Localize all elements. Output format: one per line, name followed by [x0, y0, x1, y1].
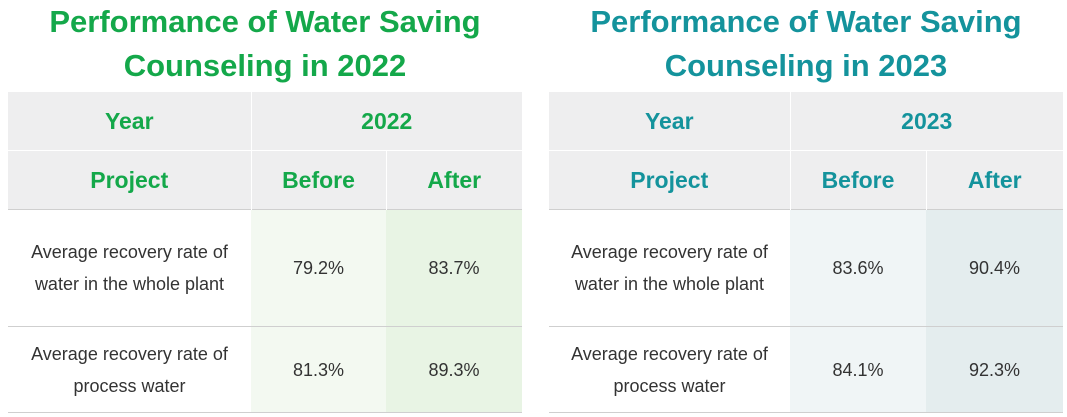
before-value: 83.6%	[790, 209, 926, 327]
water-saving-table-2023: Year 2023 Project Before After Average r…	[549, 92, 1064, 413]
project-label: Project	[8, 150, 252, 210]
header-row-project: Project Before After	[549, 150, 1064, 210]
after-value: 83.7%	[386, 209, 523, 327]
before-value: 81.3%	[251, 326, 386, 413]
table-row: Average recovery rate of water in the wh…	[549, 209, 1064, 327]
table-title-2022: Performance of Water Saving Counseling i…	[8, 0, 522, 92]
after-value: 89.3%	[386, 326, 523, 413]
year-value: 2022	[251, 92, 523, 151]
project-cell: Average recovery rate of water in the wh…	[8, 209, 251, 327]
project-cell: Average recovery rate of process water	[8, 326, 251, 413]
before-value: 79.2%	[251, 209, 386, 327]
before-value: 84.1%	[790, 326, 926, 413]
table-panel-2023: Performance of Water Saving Counseling i…	[549, 0, 1064, 413]
after-value: 90.4%	[926, 209, 1064, 327]
table-title-2023: Performance of Water Saving Counseling i…	[549, 0, 1063, 92]
table-row: Average recovery rate of water in the wh…	[8, 209, 523, 327]
water-saving-table-2022: Year 2022 Project Before After Average r…	[8, 92, 523, 413]
title-line-1: Performance of Water Saving	[590, 4, 1022, 39]
after-value: 92.3%	[926, 326, 1064, 413]
before-label: Before	[790, 150, 927, 210]
project-label: Project	[549, 150, 791, 210]
table-panel-2022: Performance of Water Saving Counseling i…	[8, 0, 523, 413]
table-row: Average recovery rate of process water 8…	[8, 326, 523, 413]
title-line-1: Performance of Water Saving	[49, 4, 481, 39]
before-label: Before	[251, 150, 387, 210]
project-cell: Average recovery rate of process water	[549, 326, 790, 413]
title-line-2: Counseling in 2023	[664, 48, 948, 83]
year-label: Year	[549, 92, 791, 151]
title-line-2: Counseling in 2022	[123, 48, 407, 83]
table-row: Average recovery rate of process water 8…	[549, 326, 1064, 413]
header-row-project: Project Before After	[8, 150, 523, 210]
year-label: Year	[8, 92, 252, 151]
after-label: After	[386, 150, 523, 210]
header-row-year: Year 2022	[8, 92, 523, 151]
header-row-year: Year 2023	[549, 92, 1064, 151]
project-cell: Average recovery rate of water in the wh…	[549, 209, 790, 327]
after-label: After	[926, 150, 1064, 210]
year-value: 2023	[790, 92, 1064, 151]
